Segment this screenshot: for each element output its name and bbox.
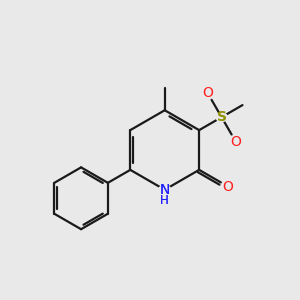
Ellipse shape	[202, 88, 213, 97]
Ellipse shape	[222, 182, 234, 190]
Ellipse shape	[241, 95, 263, 104]
Text: S: S	[217, 110, 226, 124]
Text: O: O	[202, 86, 213, 100]
Text: N: N	[160, 183, 170, 197]
Ellipse shape	[216, 113, 227, 122]
Text: N: N	[160, 183, 170, 197]
Ellipse shape	[230, 137, 241, 146]
Text: H: H	[160, 194, 169, 207]
Ellipse shape	[158, 186, 171, 194]
Text: O: O	[230, 135, 241, 148]
Text: H: H	[160, 194, 169, 207]
Text: O: O	[223, 179, 233, 194]
